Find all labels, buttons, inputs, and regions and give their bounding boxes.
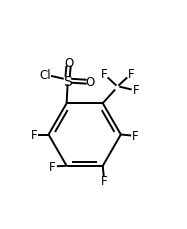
Text: F: F [133, 84, 139, 97]
Text: F: F [31, 128, 37, 141]
Text: S: S [63, 74, 72, 88]
Text: O: O [85, 76, 95, 89]
Text: F: F [49, 161, 56, 174]
Text: F: F [132, 129, 139, 142]
Text: O: O [64, 56, 73, 69]
Text: F: F [127, 68, 134, 81]
Text: F: F [100, 174, 107, 187]
Text: F: F [101, 68, 108, 81]
Text: Cl: Cl [39, 69, 51, 82]
